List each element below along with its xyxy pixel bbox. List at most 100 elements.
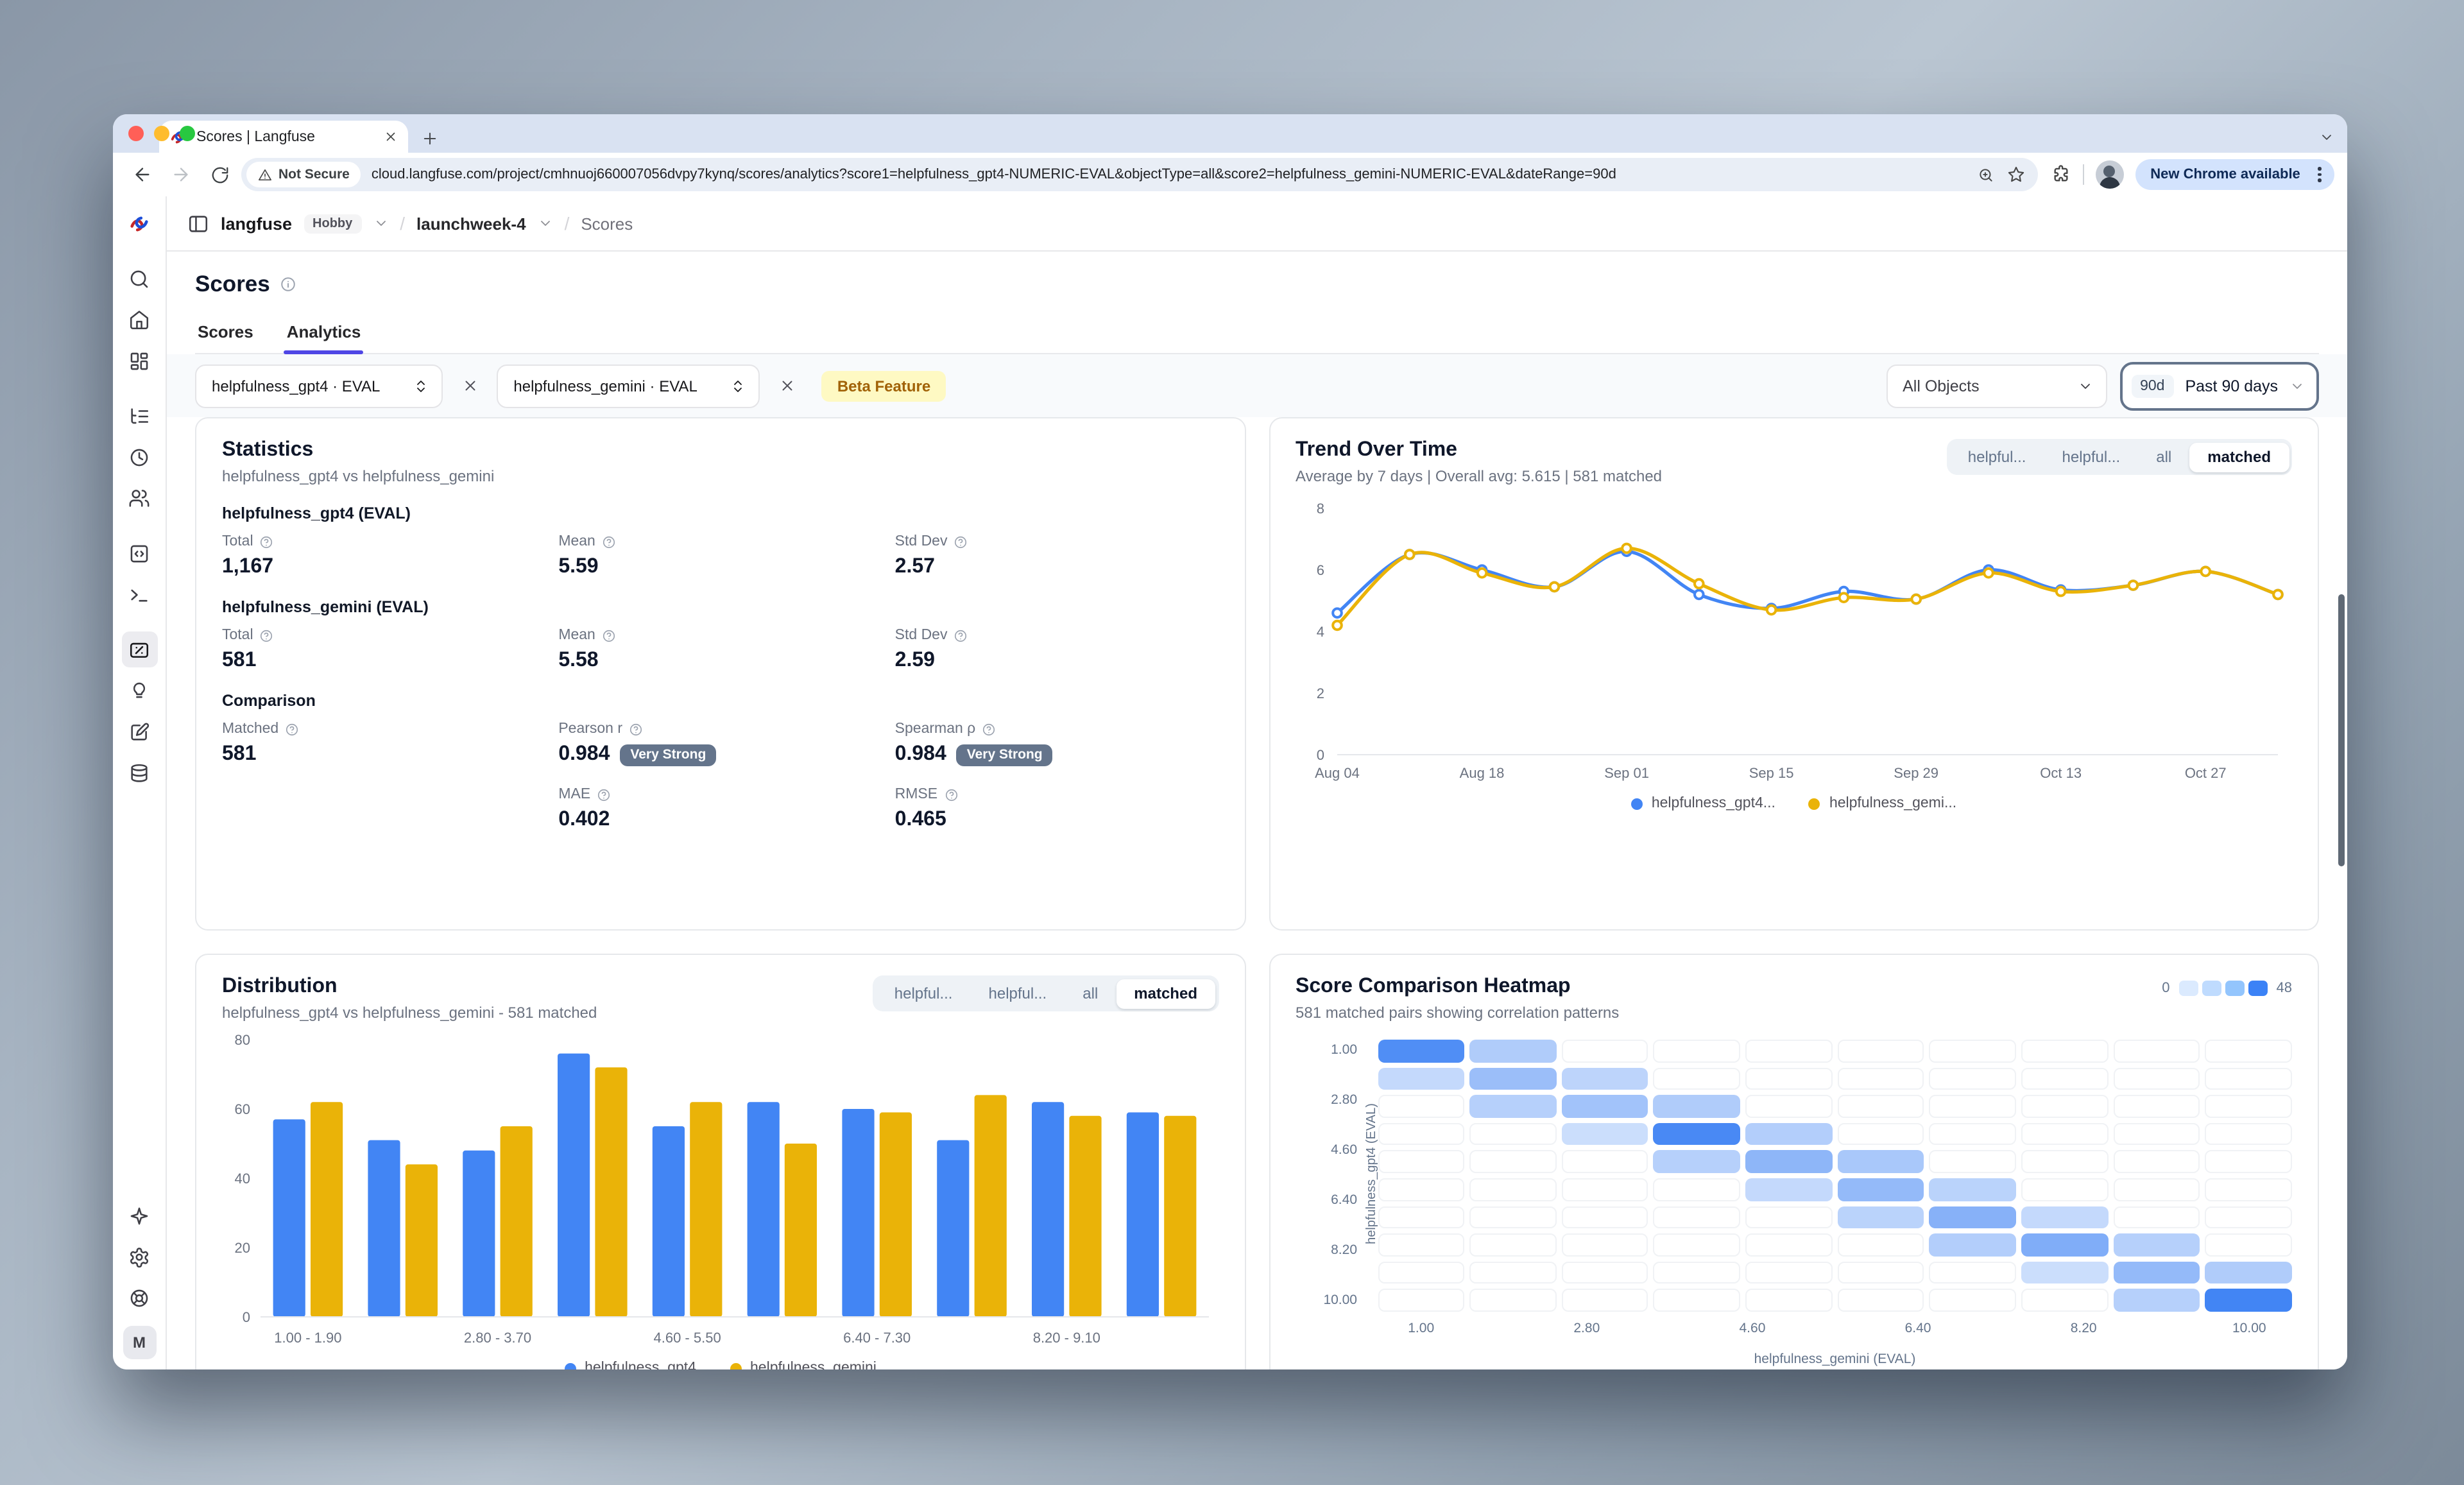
help-icon[interactable] [597,787,611,802]
tab-analytics[interactable]: Analytics [284,314,364,354]
toggle-option-all[interactable]: all [1082,984,1099,1002]
forward-button[interactable] [164,158,198,191]
sidebar-item-playground[interactable] [121,576,157,612]
heatmap-legend-swatch [2178,981,2198,996]
close-window-button[interactable] [128,126,144,141]
help-icon[interactable] [629,722,643,736]
help-icon[interactable] [260,628,274,642]
sidebar-item-search[interactable] [121,261,157,296]
trend-legend-dot-0 [1630,798,1643,809]
extensions-puzzle-icon[interactable] [2050,164,2071,185]
back-button[interactable] [126,158,159,191]
sidebar-item-settings[interactable] [121,1239,157,1275]
langfuse-logo[interactable] [113,196,166,250]
scrollbar-thumb[interactable] [2338,594,2345,866]
svg-text:8.20 - 9.10: 8.20 - 9.10 [1033,1330,1100,1346]
browser-menu-kebab-icon[interactable] [2311,167,2329,182]
object-type-select[interactable]: All Objects [1886,364,2107,408]
toggle-option-score2[interactable]: helpful... [988,984,1047,1002]
breadcrumb-org[interactable]: langfuse [221,214,293,233]
help-icon[interactable] [944,787,958,802]
tab-search-chevron-icon[interactable] [2319,130,2334,145]
heatmap-cell [1378,1122,1465,1146]
toggle-option-matched[interactable]: matched [2189,442,2289,472]
heatmap-cell [1561,1261,1648,1284]
sidebar-item-prompts[interactable] [121,535,157,571]
reload-button[interactable] [203,158,236,191]
zoom-page-icon[interactable] [1977,166,1994,183]
heatmap-cell [1378,1095,1465,1118]
url-text: cloud.langfuse.com/project/cmhnuoj660007… [371,167,1616,182]
toggle-option-score1[interactable]: helpful... [894,984,953,1002]
browser-tab[interactable]: Scores | Langfuse [159,121,408,153]
svg-text:2: 2 [1316,685,1324,701]
trend-line-chart[interactable]: 0 2 4 6 8 Aug 04 Aug 18 Sep 01 Sep 15 Sep 29 Oct 1… [1296,495,2292,788]
help-icon[interactable] [260,535,274,549]
sidebar-item-tracing[interactable] [121,398,157,434]
date-range-select[interactable]: 90d Past 90 days [2119,361,2319,410]
sidebar-item-scores[interactable] [121,631,157,667]
distribution-legend-label-1: helpfulness_gemini [750,1361,877,1369]
tab-title: Scores | Langfuse [196,129,315,144]
spearman-strength-badge: Very Strong [956,744,1053,766]
remove-score2-button[interactable] [771,369,804,402]
info-icon[interactable] [280,276,297,293]
zoom-window-button[interactable] [180,126,195,141]
sidebar-item-database[interactable] [121,755,157,791]
tab-scores[interactable]: Scores [198,322,253,341]
heatmap-cell [2021,1095,2109,1118]
heatmap-cell [1837,1067,1924,1090]
help-icon[interactable] [602,628,616,642]
bookmark-star-icon[interactable] [2006,166,2024,184]
sidebar-item-home[interactable] [121,302,157,338]
help-icon[interactable] [954,535,968,549]
trend-legend-dot-1 [1808,798,1820,809]
close-tab-icon[interactable] [384,130,398,144]
sidebar-item-evals[interactable] [121,673,157,708]
alert-triangle-icon [259,168,271,180]
chevrons-up-down-icon [731,378,746,393]
heatmap-cell [1653,1122,1741,1146]
spearman-label: Spearman ρ [894,721,976,737]
database-icon [131,763,148,782]
org-chevron-down-icon[interactable] [373,216,388,231]
heatmap-body[interactable]: helpfulness_gpt4 (EVAL) 1.00 2.80 4.60 6.40… [1296,1040,2292,1367]
site-security-chip[interactable]: Not Secure [246,162,361,187]
user-avatar[interactable]: M [123,1326,156,1359]
chrome-update-pill[interactable]: New Chrome available [2135,159,2334,190]
help-icon[interactable] [982,722,996,736]
toggle-option-matched[interactable]: matched [1116,979,1215,1008]
sidebar-item-users[interactable] [121,480,157,516]
analytics-grid: Statistics helpfulness_gpt4 vs helpfulne… [167,417,2347,1369]
rmse-label: RMSE [894,787,938,802]
sidebar-item-whats-new[interactable] [121,1197,157,1233]
remove-score1-button[interactable] [453,369,486,402]
sidebar-item-dashboards[interactable] [121,343,157,379]
score1-select[interactable]: helpfulness_gpt4 · EVAL [195,364,443,408]
distribution-subtitle: helpfulness_gpt4 vs helpfulness_gemini -… [222,1004,597,1022]
address-bar[interactable]: Not Secure cloud.langfuse.com/project/cm… [241,158,2038,191]
heatmap-cell [2113,1233,2200,1257]
new-tab-button[interactable] [421,130,439,148]
toggle-option-score1[interactable]: helpful... [1967,448,2026,466]
help-icon[interactable] [602,535,616,549]
toggle-option-score2[interactable]: helpful... [2062,448,2121,466]
heatmap-cell [1378,1206,1465,1229]
sidebar-item-sessions[interactable] [121,439,157,475]
help-icon[interactable] [285,722,299,736]
sidebar-item-support[interactable] [121,1280,157,1316]
life-buoy-icon [130,1289,148,1307]
sidebar-toggle-button[interactable] [187,212,209,234]
window-controls [128,126,195,141]
breadcrumb-project[interactable]: launchweek-4 [416,214,526,233]
minimize-window-button[interactable] [154,126,169,141]
sidebar-item-datasets[interactable] [121,714,157,750]
toggle-option-all[interactable]: all [2156,448,2172,466]
browser-profile-avatar[interactable] [2095,160,2124,189]
score2-select[interactable]: helpfulness_gemini · EVAL [497,364,760,408]
project-chevron-down-icon[interactable] [538,216,553,231]
distribution-bar-chart[interactable]: 0 20 40 60 80 1.00 - 1.90 2.80 - 3.70 4.60 - 5.… [222,1029,1219,1353]
help-icon[interactable] [954,628,968,642]
score1-section-name: helpfulness_gpt4 (EVAL) [222,504,411,522]
heatmap-cell [1653,1067,1741,1090]
